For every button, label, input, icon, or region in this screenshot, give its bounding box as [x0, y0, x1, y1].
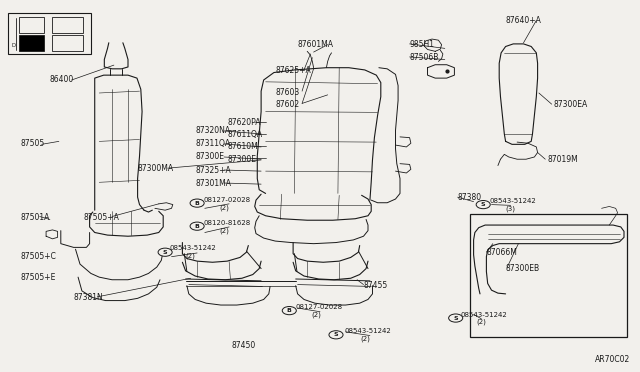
- Text: 87300E: 87300E: [227, 155, 256, 164]
- Text: S: S: [163, 250, 168, 255]
- Text: 87501A: 87501A: [20, 213, 50, 222]
- Text: D: D: [12, 42, 15, 48]
- Text: (2): (2): [220, 204, 229, 211]
- Text: 87455: 87455: [364, 281, 388, 290]
- Text: 87320NA: 87320NA: [195, 126, 230, 135]
- Text: 87450: 87450: [231, 341, 255, 350]
- Text: 87505+C: 87505+C: [20, 252, 56, 261]
- Text: 08120-81628: 08120-81628: [204, 220, 251, 226]
- Text: S: S: [481, 202, 486, 207]
- Bar: [8, 13, 91, 54]
- Text: 87602: 87602: [275, 100, 300, 109]
- Text: (2): (2): [477, 319, 486, 326]
- Text: 87603: 87603: [275, 88, 300, 97]
- Bar: [470, 214, 627, 337]
- Circle shape: [158, 248, 172, 256]
- Text: 87506B: 87506B: [410, 53, 439, 62]
- Circle shape: [190, 199, 204, 207]
- Text: 87300EA: 87300EA: [554, 100, 588, 109]
- Circle shape: [476, 201, 490, 209]
- Text: 87601MA: 87601MA: [298, 40, 333, 49]
- Text: 08543-51242: 08543-51242: [490, 198, 536, 204]
- Text: 86400: 86400: [49, 76, 74, 84]
- Circle shape: [282, 307, 296, 315]
- Text: 87505+E: 87505+E: [20, 273, 56, 282]
- Text: 87311QA: 87311QA: [195, 140, 230, 148]
- Text: (3): (3): [506, 205, 516, 212]
- Text: 87505: 87505: [20, 139, 45, 148]
- Text: 87625+A: 87625+A: [275, 66, 311, 75]
- Text: 08127-02028: 08127-02028: [204, 197, 251, 203]
- Text: B: B: [287, 308, 292, 313]
- Circle shape: [449, 314, 463, 322]
- Bar: [52, 35, 83, 51]
- Text: 87325+A: 87325+A: [195, 166, 231, 174]
- Text: S: S: [333, 332, 339, 337]
- Bar: [19, 17, 44, 33]
- Text: 985H1: 985H1: [410, 40, 435, 49]
- Text: 87611QA: 87611QA: [227, 130, 262, 139]
- Text: AR70C02: AR70C02: [595, 355, 630, 364]
- Bar: [19, 35, 44, 51]
- Text: (2): (2): [360, 335, 370, 342]
- Text: 87019M: 87019M: [547, 155, 578, 164]
- Text: 08127-02028: 08127-02028: [296, 304, 343, 310]
- Text: 87300MA: 87300MA: [138, 164, 173, 173]
- Text: 87620PA: 87620PA: [227, 118, 260, 127]
- Text: 87301MA: 87301MA: [195, 179, 231, 187]
- Text: 08543-51242: 08543-51242: [170, 246, 216, 251]
- Text: 87300EB: 87300EB: [506, 264, 540, 273]
- Text: 87505+A: 87505+A: [83, 213, 119, 222]
- Text: S: S: [453, 315, 458, 321]
- Text: (2): (2): [220, 227, 229, 234]
- Text: 87610M: 87610M: [227, 142, 258, 151]
- Text: (2): (2): [312, 311, 321, 318]
- Bar: [52, 17, 83, 33]
- Text: 87300E: 87300E: [195, 153, 224, 161]
- Text: 87640+A: 87640+A: [506, 16, 541, 25]
- Circle shape: [329, 331, 343, 339]
- Text: 08543-51242: 08543-51242: [344, 328, 391, 334]
- Text: 87380: 87380: [458, 193, 482, 202]
- Text: 87066M: 87066M: [486, 248, 517, 257]
- Text: (2): (2): [186, 253, 195, 259]
- Text: 87381N: 87381N: [74, 293, 103, 302]
- Text: 08543-51242: 08543-51242: [461, 312, 508, 318]
- Text: B: B: [195, 224, 200, 229]
- Circle shape: [190, 222, 204, 230]
- Text: B: B: [195, 201, 200, 206]
